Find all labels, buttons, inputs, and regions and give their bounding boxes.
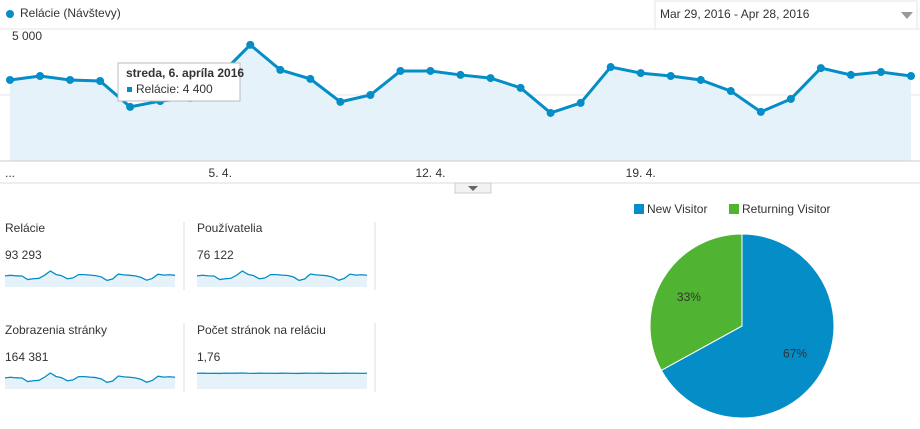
collapse-arrow [468,186,478,191]
sparkline-area [197,271,367,287]
data-point[interactable] [546,108,555,117]
sparkline-area [5,373,175,389]
data-point[interactable] [126,102,135,111]
data-point[interactable] [306,74,315,83]
legend-swatch [729,204,739,214]
data-point[interactable] [907,71,915,80]
legend-label: Relácie (Návštevy) [20,6,121,20]
metric-label: Počet stránok na reláciu [197,323,326,337]
data-point[interactable] [366,91,375,99]
date-picker-arrow [901,12,913,19]
x-tick-label: 19. 4. [626,166,656,180]
sparkline [4,372,176,384]
data-point[interactable] [486,74,495,83]
data-point[interactable] [666,71,675,80]
data-point[interactable] [756,107,765,116]
sparkline [4,270,176,282]
data-point[interactable] [246,40,255,49]
date-range: Mar 29, 2016 - Apr 28, 2016 [660,7,810,21]
data-point[interactable] [96,77,105,86]
legend-swatch [634,204,644,214]
metric-value: 93 293 [5,248,42,262]
visitor-pie: 67% New Visitor 33% Returning Visitor [634,202,835,419]
tooltip-box [117,62,241,102]
data-point[interactable] [636,69,645,78]
pie-slice[interactable] [660,233,835,419]
sparkline-area [5,271,175,287]
tooltip-swatch [127,87,132,92]
metric-label: Relácie [5,221,45,235]
sessions-chart: Relácie (Návštevy) Mar 29, 2016 - Apr 28,… [0,0,920,180]
x-tick-label: 12. 4. [415,166,445,180]
data-point[interactable] [696,75,705,84]
slice-label: 33% [677,290,701,304]
data-point[interactable] [846,70,855,79]
legend-series: Relácie [20,6,60,20]
data-point[interactable] [6,75,14,84]
data-point[interactable] [816,64,825,73]
legend-label: Returning Visitor [742,202,831,216]
metric-value: 1,76 [197,350,221,364]
data-point[interactable] [876,68,885,77]
metric-label: Zobrazenia stránky [5,323,107,337]
data-point[interactable] [456,70,465,79]
x-tick-label: 5. 4. [209,166,232,180]
legend-dot [6,10,14,18]
data-point[interactable] [786,94,795,103]
tooltip-title: streda, 6. apríla 2016 [126,66,244,80]
pie-slice[interactable] [649,233,743,372]
data-point[interactable] [426,66,435,75]
data-point[interactable] [36,71,45,80]
data-point[interactable] [66,75,75,84]
metric-tiles: Relácie 93 293 Používatelia 76 122 Zobrazeni… [4,221,368,389]
data-point[interactable] [576,98,585,107]
legend-label: New Visitor [647,202,707,216]
data-point[interactable] [276,65,285,74]
tooltip-label: Relácie: 4 400 [136,82,213,96]
data-point[interactable] [336,97,345,106]
date-picker[interactable] [654,0,918,30]
data-point[interactable] [726,87,735,96]
slice-label: 67% [783,346,807,360]
data-point[interactable] [516,83,525,92]
x-tick-label: ... [5,166,15,180]
metric-label: Používatelia [197,221,263,235]
sparkline [196,270,368,282]
y-tick-label: 5 000 [12,29,42,43]
metric-value: 164 381 [5,350,49,364]
data-point[interactable] [606,63,615,72]
data-point[interactable] [396,66,405,75]
metric-value: 76 122 [197,248,234,262]
legend-note: (Návštevy) [63,6,120,20]
sparkline-area [197,373,367,389]
